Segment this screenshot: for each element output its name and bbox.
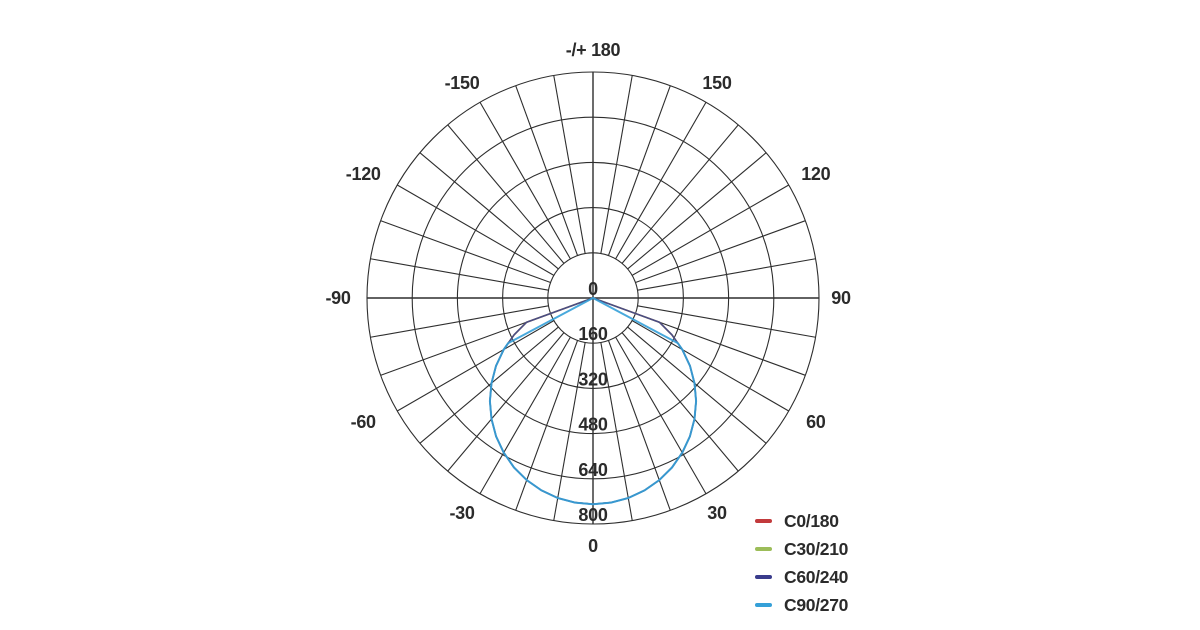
grid-spoke — [607, 340, 671, 511]
angle-tick-label: 0 — [588, 536, 598, 556]
legend: C0/180 C30/210 C60/240 C90/270 — [755, 507, 848, 619]
angle-tick-label: -/+ 180 — [566, 40, 621, 60]
angle-tick-label: -30 — [449, 503, 474, 523]
legend-item-c90-270: C90/270 — [755, 591, 848, 619]
legend-line-swatch-c0-180 — [755, 519, 772, 523]
grid-spoke — [447, 332, 565, 472]
grid-spoke — [515, 85, 579, 256]
curve-c90-270 — [488, 297, 698, 506]
legend-line-swatch-c90-270 — [755, 603, 772, 607]
legend-label: C30/210 — [784, 538, 849, 559]
legend-label: C0/180 — [784, 510, 839, 531]
radial-tick-label: 0 — [588, 279, 598, 299]
grid-spoke — [637, 305, 816, 338]
grid-spoke — [621, 124, 739, 264]
radial-tick-label: 480 — [578, 415, 607, 435]
grid-spoke — [380, 312, 551, 376]
legend-label: C60/240 — [784, 566, 849, 587]
grid-spoke — [607, 85, 671, 256]
grid-spoke — [479, 102, 571, 260]
grid-spoke — [627, 326, 767, 444]
angle-tick-label: -60 — [351, 412, 376, 432]
grid-spoke — [631, 320, 789, 412]
angle-tick-label: 120 — [801, 164, 830, 184]
grid-spoke — [447, 124, 565, 264]
grid-spoke — [637, 258, 816, 291]
radial-tick-label: 640 — [578, 460, 607, 480]
grid-spoke — [600, 75, 633, 254]
angle-tick-label: 150 — [702, 73, 731, 93]
grid-spoke — [370, 305, 549, 338]
legend-item-c0-180: C0/180 — [755, 507, 848, 535]
radial-tick-label: 160 — [578, 324, 607, 344]
angle-tick-label: -90 — [325, 288, 350, 308]
grid-spoke — [635, 220, 806, 284]
angle-tick-label: 30 — [707, 503, 727, 523]
grid-spoke — [479, 336, 571, 494]
grid-spoke — [600, 342, 633, 521]
angle-tick-label: -150 — [445, 73, 480, 93]
angle-tick-label: 60 — [806, 412, 826, 432]
grid-spoke — [397, 320, 555, 412]
legend-line-swatch-c60-240 — [755, 575, 772, 579]
radial-tick-label: 800 — [578, 505, 607, 525]
grid-spoke — [397, 184, 555, 276]
grid-spoke — [553, 342, 586, 521]
grid-spoke — [631, 184, 789, 276]
grid-spoke — [380, 220, 551, 284]
grid-spoke — [515, 340, 579, 511]
legend-item-c60-240: C60/240 — [755, 563, 848, 591]
grid-spoke — [370, 258, 549, 291]
grid-spoke — [419, 152, 559, 270]
angle-tick-label: -120 — [346, 164, 381, 184]
grid-spoke — [615, 102, 707, 260]
legend-line-swatch-c30-210 — [755, 547, 772, 551]
grid-spoke — [615, 336, 707, 494]
grid-spoke — [419, 326, 559, 444]
grid-spoke — [635, 312, 806, 376]
legend-item-c30-210: C30/210 — [755, 535, 848, 563]
angle-tick-label: 90 — [831, 288, 851, 308]
grid-spoke — [553, 75, 586, 254]
radial-tick-label: 320 — [578, 369, 607, 389]
legend-label: C90/270 — [784, 594, 849, 615]
grid-spoke — [621, 332, 739, 472]
grid-spoke — [627, 152, 767, 270]
